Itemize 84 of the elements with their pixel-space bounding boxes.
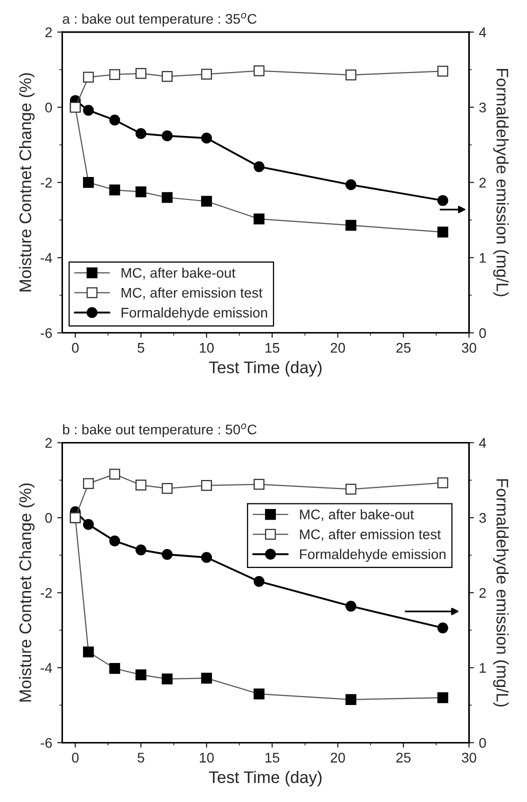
y-tick-label: 2	[45, 438, 52, 448]
point	[136, 544, 146, 556]
point	[109, 114, 120, 126]
y-tick-label: 0	[45, 513, 52, 523]
x-tick-label: 30	[462, 752, 476, 763]
point	[109, 184, 120, 196]
x-tick-label: 20	[330, 342, 345, 353]
x-tick-label: 25	[396, 342, 411, 353]
point	[201, 552, 212, 563]
x-tick-label: 30	[462, 342, 476, 353]
y-tick-label: 2	[45, 27, 52, 38]
point	[83, 646, 94, 658]
y2-tick-label: 0	[479, 738, 486, 748]
point	[136, 128, 146, 139]
legend-label: MC, after bake-out	[122, 268, 236, 280]
point	[254, 576, 264, 587]
x-axis-title: Test Time (day)	[209, 361, 322, 377]
y-tick-label: -2	[40, 178, 52, 188]
y2-tick-label: 3	[479, 513, 486, 523]
point	[346, 600, 356, 612]
y-tick-label: -6	[40, 738, 52, 748]
point	[254, 688, 264, 700]
legend-label: MC, after bake-out	[300, 509, 414, 522]
y-tick-label: -4	[40, 663, 52, 673]
x-tick-label: 5	[138, 752, 144, 763]
point	[346, 694, 356, 705]
y2-tick-label: 3	[479, 102, 486, 112]
point	[162, 130, 173, 142]
point	[83, 519, 94, 530]
y-tick-label: -4	[40, 253, 52, 263]
x-tick-label: 10	[200, 752, 214, 763]
x-tick-label: 20	[330, 752, 345, 763]
y-tick-label: -6	[40, 328, 52, 338]
y2-tick-label: 1	[480, 253, 486, 263]
y-axis-title: Moisture Contnet Change (%)	[19, 73, 35, 292]
point	[162, 71, 173, 82]
point	[109, 536, 120, 546]
y2-tick-label: 1	[480, 663, 486, 673]
y2-tick-label: 4	[479, 28, 486, 38]
point	[437, 622, 448, 634]
point	[201, 196, 212, 207]
x-tick-label: 25	[396, 752, 411, 763]
legend-label: Formaldehyde emission	[122, 307, 268, 320]
y-tick-label: 0	[45, 102, 52, 112]
point	[201, 672, 212, 684]
legend-label: Formaldehyde emission	[300, 548, 446, 562]
x-tick-label: 15	[266, 343, 280, 353]
y2-tick-label: 0	[479, 328, 486, 338]
y-axis-title: Moisture Contnet Change (%)	[19, 483, 35, 702]
point	[437, 692, 448, 704]
point	[83, 104, 94, 116]
chart-title: a : bake out temperature : 35$^{o}$C	[62, 12, 256, 27]
x-tick-label: 0	[72, 342, 79, 353]
point	[346, 220, 356, 231]
point	[254, 214, 264, 224]
point	[162, 483, 173, 494]
point	[109, 663, 120, 674]
x-tick-label: 5	[138, 343, 144, 353]
point	[162, 549, 173, 560]
legend-label: MC, after emission test	[300, 529, 441, 541]
point	[162, 192, 173, 203]
y2-axis-title: Formaldehyde emission (mg/L)	[493, 479, 509, 707]
legend-label: MC, after emission test	[122, 287, 262, 300]
point	[136, 186, 146, 198]
point	[437, 195, 448, 206]
y2-axis-title: Formaldehyde emission (mg/L)	[493, 68, 509, 296]
y2-tick-label: 2	[479, 178, 486, 188]
y-tick-label: -2	[40, 588, 52, 598]
x-tick-label: 10	[200, 342, 214, 353]
point	[109, 468, 120, 480]
x-tick-label: 0	[72, 752, 79, 763]
x-axis-title: Test Time (day)	[209, 770, 322, 786]
point	[437, 226, 448, 238]
point	[162, 673, 173, 684]
y2-tick-label: 2	[479, 588, 486, 598]
point	[109, 69, 120, 80]
point	[136, 669, 146, 680]
point	[254, 161, 264, 172]
chart-title: b : bake out temperature : 50$^{o}$C	[63, 424, 256, 438]
x-tick-label: 15	[266, 752, 280, 763]
point	[83, 177, 94, 188]
point	[346, 179, 356, 190]
point	[201, 132, 212, 144]
y2-tick-label: 4	[479, 438, 486, 448]
